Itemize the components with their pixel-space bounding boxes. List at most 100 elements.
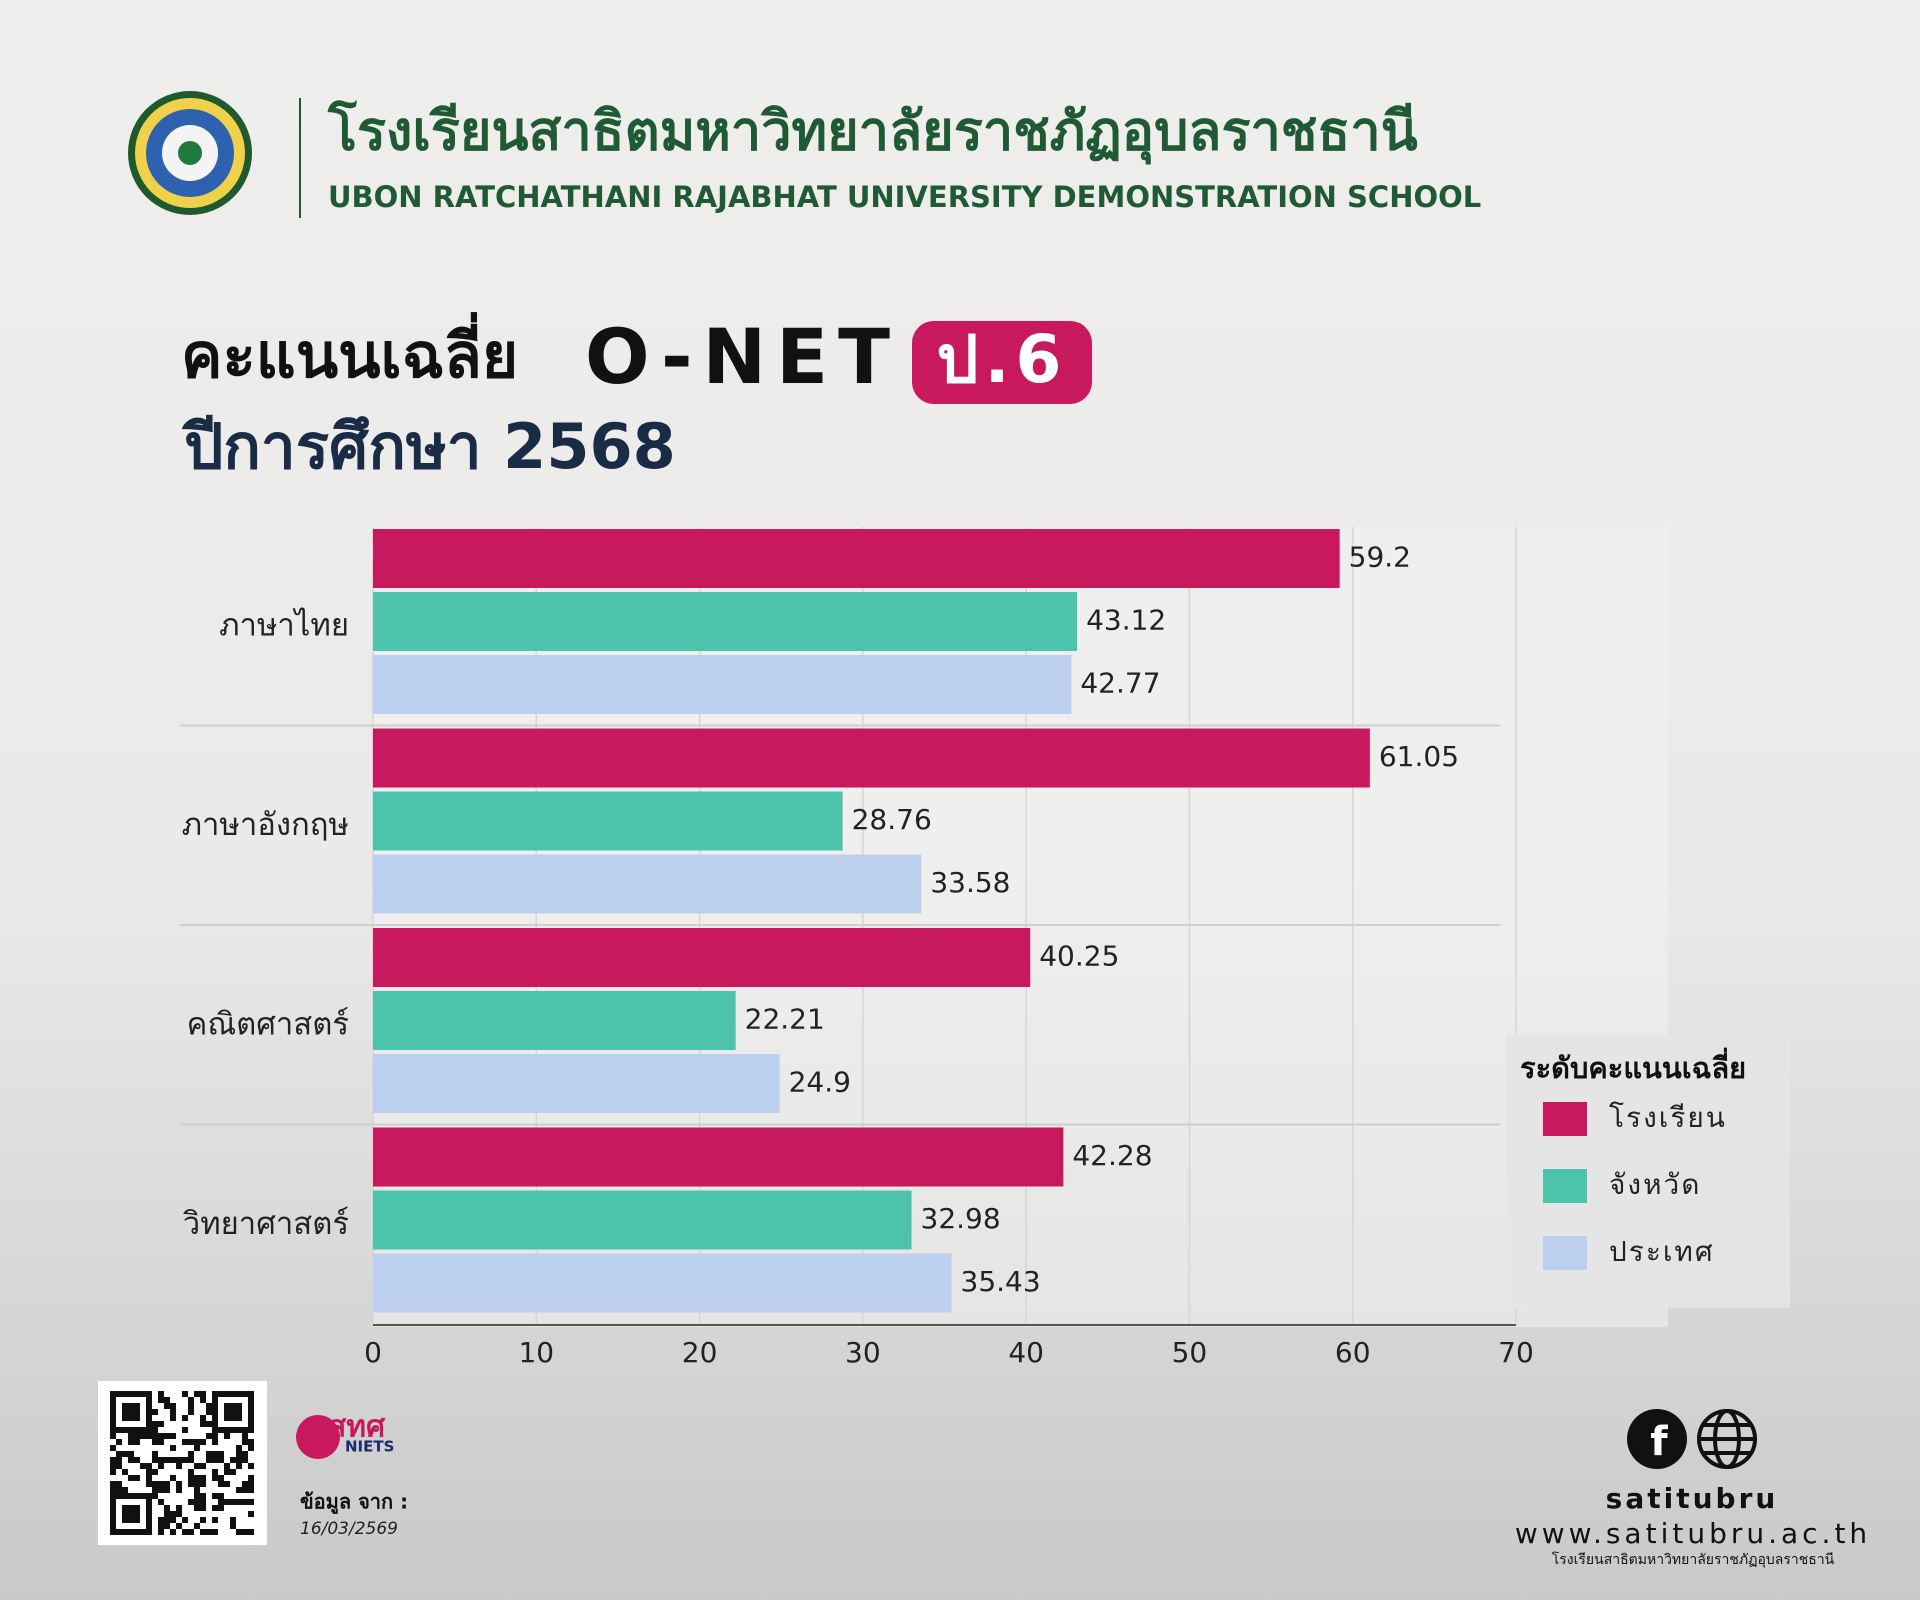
plot: 0 10 20 30 40 50 60 70 ภาษาไทย 59.2 43.12 42.77 ภาษา… <box>180 527 1534 1369</box>
qr-module <box>200 1505 206 1511</box>
qr-module <box>248 1439 254 1445</box>
qr-module <box>230 1517 236 1523</box>
qr-module <box>188 1475 194 1481</box>
school-name-en: UBON RATCHATHANI RAJABHAT UNIVERSITY DEM… <box>328 180 1481 214</box>
facebook-icon[interactable]: f <box>1627 1409 1687 1469</box>
qr-module <box>158 1391 164 1397</box>
qr-finder <box>122 1403 140 1421</box>
niets-logo: สทศ NIETS <box>296 1410 394 1459</box>
qr-module <box>182 1529 188 1535</box>
qr-module <box>188 1403 194 1409</box>
qr-module <box>146 1433 152 1439</box>
qr-module <box>140 1463 146 1469</box>
qr-module <box>248 1499 254 1505</box>
bar <box>373 1054 780 1113</box>
y-tick-label: ภาษาอังกฤษ <box>182 807 349 843</box>
legend-swatch <box>1543 1236 1587 1270</box>
qr-module <box>110 1469 116 1475</box>
qr-module <box>230 1523 236 1529</box>
x-tick-label: 40 <box>1008 1336 1044 1369</box>
qr-module <box>200 1529 206 1535</box>
qr-module <box>242 1499 248 1505</box>
qr-module <box>176 1511 182 1517</box>
qr-module <box>200 1493 206 1499</box>
qr-finder <box>224 1403 242 1421</box>
data-label: 22.21 <box>745 1003 825 1036</box>
qr-module <box>152 1481 158 1487</box>
qr-module <box>194 1391 200 1397</box>
qr-module <box>128 1457 134 1463</box>
data-label: 43.12 <box>1086 604 1166 637</box>
qr-module <box>212 1493 218 1499</box>
qr-module <box>212 1475 218 1481</box>
x-tick-label: 50 <box>1172 1336 1208 1369</box>
chart-subtitle: ปีการศึกษา 2568 <box>181 410 675 483</box>
qr-module <box>200 1415 206 1421</box>
qr-finder <box>110 1493 152 1535</box>
qr-module <box>176 1463 182 1469</box>
qr-module <box>194 1493 200 1499</box>
legend-label: โรงเรียน <box>1609 1101 1727 1134</box>
qr-module <box>134 1475 140 1481</box>
qr-module <box>194 1523 200 1529</box>
qr-module <box>158 1523 164 1529</box>
qr-module <box>200 1391 206 1397</box>
qr-module <box>248 1481 254 1487</box>
qr-module <box>134 1439 140 1445</box>
qr-module <box>200 1481 206 1487</box>
qr-module <box>158 1463 164 1469</box>
qr-module <box>242 1433 248 1439</box>
qr-module <box>176 1481 182 1487</box>
qr-module <box>194 1481 200 1487</box>
qr-module <box>206 1433 212 1439</box>
website-icon[interactable] <box>1697 1409 1757 1469</box>
qr-module <box>200 1499 206 1505</box>
qr-module <box>236 1445 242 1451</box>
qr-module <box>218 1499 224 1505</box>
qr-module <box>176 1457 182 1463</box>
qr-module <box>158 1487 164 1493</box>
qr-module <box>230 1499 236 1505</box>
qr-module <box>146 1469 152 1475</box>
qr-module <box>242 1487 248 1493</box>
qr-module <box>200 1421 206 1427</box>
qr-module <box>224 1499 230 1505</box>
qr-module <box>218 1505 224 1511</box>
qr-module <box>164 1505 170 1511</box>
legend-title: ระดับคะแนนเฉลี่ย <box>1520 1047 1746 1085</box>
qr-module <box>170 1403 176 1409</box>
qr-module <box>212 1505 218 1511</box>
qr-module <box>236 1451 242 1457</box>
qr-module <box>230 1457 236 1463</box>
qr-module <box>158 1397 164 1403</box>
qr-module <box>176 1487 182 1493</box>
qr-module <box>170 1433 176 1439</box>
qr-module <box>212 1529 218 1535</box>
qr-module <box>218 1481 224 1487</box>
qr-module <box>224 1481 230 1487</box>
website-url[interactable]: www.satitubru.ac.th <box>1515 1517 1871 1550</box>
qr-module <box>176 1523 182 1529</box>
qr-module <box>170 1415 176 1421</box>
qr-module <box>212 1433 218 1439</box>
qr-module <box>152 1451 158 1457</box>
qr-module <box>158 1457 164 1463</box>
qr-module <box>194 1445 200 1451</box>
qr-finder <box>110 1391 152 1433</box>
qr-module <box>206 1457 212 1463</box>
qr-finder <box>212 1391 254 1433</box>
qr-module <box>152 1487 158 1493</box>
chart-title-level: ป.6 <box>937 321 1068 398</box>
qr-module <box>248 1463 254 1469</box>
legend-label: จังหวัด <box>1609 1168 1701 1201</box>
bar <box>373 791 843 851</box>
qr-module <box>146 1475 152 1481</box>
bar <box>373 655 1072 714</box>
qr-module <box>110 1433 116 1439</box>
school-name-small: โรงเรียนสาธิตมหาวิทยาลัยราชภัฏอุบลราชธาน… <box>1552 1551 1835 1568</box>
qr-module <box>164 1511 170 1517</box>
data-label: 42.77 <box>1080 667 1160 700</box>
